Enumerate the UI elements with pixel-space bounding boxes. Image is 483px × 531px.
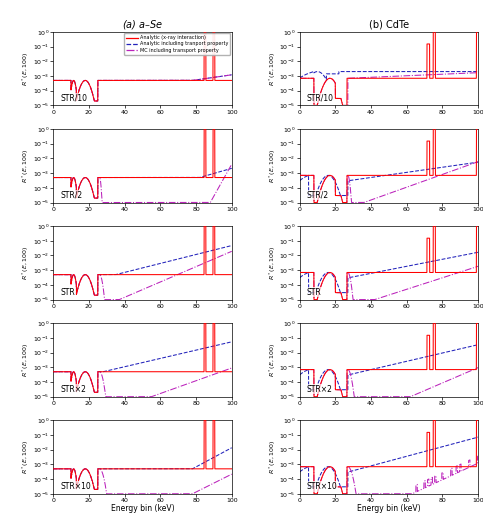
Title: (b) CdTe: (b) CdTe xyxy=(369,20,409,30)
Legend: Analytic (x-ray interaction), Analytic including tranport property, MC including: Analytic (x-ray interaction), Analytic i… xyxy=(124,33,230,55)
Y-axis label: $R^*(E,100)$: $R^*(E,100)$ xyxy=(268,343,278,377)
Text: STR/10: STR/10 xyxy=(60,93,87,102)
Y-axis label: $R^*(E,100)$: $R^*(E,100)$ xyxy=(268,149,278,183)
Y-axis label: $R^*(E,100)$: $R^*(E,100)$ xyxy=(21,440,31,474)
Y-axis label: $R^*(E,100)$: $R^*(E,100)$ xyxy=(21,343,31,377)
Text: STR×2: STR×2 xyxy=(307,385,333,394)
Text: STR/10: STR/10 xyxy=(307,93,334,102)
Text: STR/2: STR/2 xyxy=(60,191,83,200)
Y-axis label: $R^*(E,100)$: $R^*(E,100)$ xyxy=(21,246,31,280)
X-axis label: Energy bin (keV): Energy bin (keV) xyxy=(357,504,421,513)
Y-axis label: $R^*(E,100)$: $R^*(E,100)$ xyxy=(268,52,278,85)
X-axis label: Energy bin (keV): Energy bin (keV) xyxy=(111,504,174,513)
Text: STR×10: STR×10 xyxy=(307,482,338,491)
Text: STR: STR xyxy=(307,288,322,297)
Y-axis label: $R^*(E,100)$: $R^*(E,100)$ xyxy=(21,52,31,85)
Text: STR×2: STR×2 xyxy=(60,385,86,394)
Text: STR: STR xyxy=(60,288,75,297)
Title: (a) $a$–Se: (a) $a$–Se xyxy=(122,18,163,31)
Y-axis label: $R^*(E,100)$: $R^*(E,100)$ xyxy=(268,246,278,280)
Text: STR×10: STR×10 xyxy=(60,482,91,491)
Text: STR/2: STR/2 xyxy=(307,191,329,200)
Y-axis label: $R^*(E,100)$: $R^*(E,100)$ xyxy=(21,149,31,183)
Y-axis label: $R^*(E,100)$: $R^*(E,100)$ xyxy=(268,440,278,474)
